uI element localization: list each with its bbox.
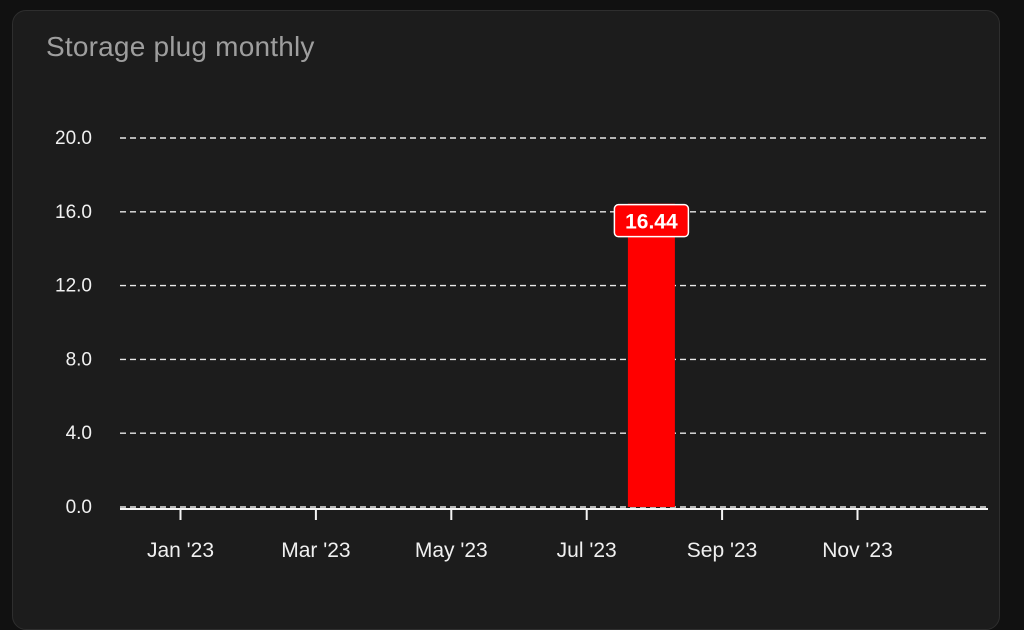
y-tick-label: 0.0 xyxy=(66,497,92,518)
chart-card: Storage plug monthly xyxy=(12,10,1000,630)
data-labels: 16.44 xyxy=(613,203,690,238)
y-tick-label: 4.0 xyxy=(66,423,92,444)
y-tick-label: 16.0 xyxy=(55,202,92,223)
bars xyxy=(627,203,675,507)
x-tick-label: Jan '23 xyxy=(147,539,214,562)
y-tick-label: 8.0 xyxy=(66,349,92,370)
y-tick-label: 12.0 xyxy=(55,276,92,297)
x-tick-label: Mar '23 xyxy=(281,539,350,562)
bar[interactable] xyxy=(627,203,675,507)
bar-chart: 0.0 4.0 8.0 12.0 16.0 20.0 Jan '23 Mar '23 May … xyxy=(55,128,988,562)
x-tick-label: Nov '23 xyxy=(822,539,893,562)
grid-lines xyxy=(120,137,986,508)
x-tick-label: May '23 xyxy=(415,539,488,562)
x-tick-label: Sep '23 xyxy=(687,539,758,562)
x-axis: Jan '23 Mar '23 May '23 Jul '23 Sep '23 Nov '… xyxy=(120,508,988,562)
x-tick-label: Jul '23 xyxy=(557,539,617,562)
data-label-box xyxy=(613,203,690,238)
card-title: Storage plug monthly xyxy=(46,31,315,62)
y-tick-label: 20.0 xyxy=(55,128,92,149)
data-label: 16.44 xyxy=(625,211,678,234)
y-axis-tick-labels: 0.0 4.0 8.0 12.0 16.0 20.0 xyxy=(55,128,92,518)
